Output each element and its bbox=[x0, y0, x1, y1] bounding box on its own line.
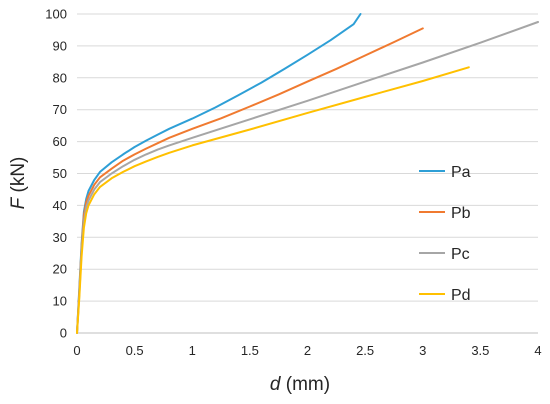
series-line-pb bbox=[76, 27, 424, 334]
y-tick-label: 10 bbox=[53, 294, 67, 309]
y-tick-label: 50 bbox=[53, 166, 67, 181]
y-tick-label: 60 bbox=[53, 134, 67, 149]
y-tick-label: 100 bbox=[45, 7, 67, 22]
x-tick-label: 0 bbox=[73, 343, 80, 358]
gridlines bbox=[77, 13, 538, 302]
x-tick-label: 0.5 bbox=[126, 343, 144, 358]
x-axis-label: d (mm) bbox=[270, 374, 330, 395]
x-tick-labels: 0 0.5 1 1.5 2 2.5 3 3.5 4 bbox=[73, 343, 541, 358]
y-tick-label: 20 bbox=[53, 262, 67, 277]
y-tick-label: 30 bbox=[53, 230, 67, 245]
x-tick-label: 2 bbox=[304, 343, 311, 358]
series-lines bbox=[76, 13, 539, 334]
series-line-pc bbox=[76, 21, 539, 334]
y-tick-label: 80 bbox=[53, 70, 67, 85]
x-tick-label: 3 bbox=[419, 343, 426, 358]
y-tick-label: 70 bbox=[53, 102, 67, 117]
y-axis-var: F bbox=[8, 196, 29, 209]
legend-label-pb: Pb bbox=[451, 205, 471, 222]
x-axis-unit: (mm) bbox=[280, 374, 330, 395]
y-axis-unit: (kN) bbox=[8, 157, 29, 198]
legend-label-pc: Pc bbox=[451, 246, 470, 263]
y-tick-label: 90 bbox=[53, 38, 67, 53]
legend-label-pd: Pd bbox=[451, 287, 471, 304]
x-tick-label: 2.5 bbox=[356, 343, 374, 358]
y-axis-label: F (kN) bbox=[8, 157, 29, 210]
y-tick-label: 0 bbox=[60, 326, 67, 341]
legend-label-pa: Pa bbox=[451, 164, 471, 181]
x-tick-label: 1.5 bbox=[241, 343, 259, 358]
series-line-pd bbox=[76, 66, 470, 334]
y-tick-labels: 0 10 20 30 40 50 60 70 80 90 100 bbox=[45, 7, 67, 341]
x-axis-var: d bbox=[270, 374, 282, 395]
x-tick-label: 3.5 bbox=[471, 343, 489, 358]
x-tick-label: 4 bbox=[534, 343, 541, 358]
y-tick-label: 40 bbox=[53, 198, 67, 213]
legend: Pa Pb Pc Pd bbox=[419, 164, 471, 304]
x-tick-label: 1 bbox=[189, 343, 196, 358]
